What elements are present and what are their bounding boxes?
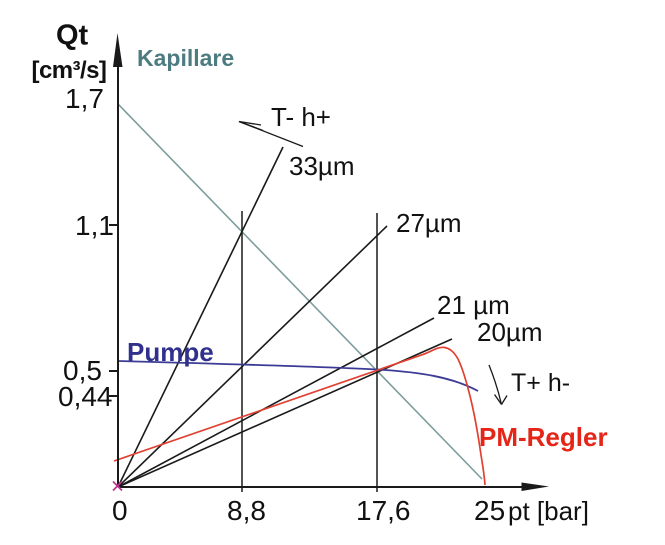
- svg-text:1,7: 1,7: [65, 83, 104, 114]
- svg-text:T+ h-: T+ h-: [511, 369, 570, 397]
- svg-text:0,5: 0,5: [63, 355, 102, 386]
- svg-text:21 µm: 21 µm: [437, 290, 510, 320]
- svg-text:PM-Regler: PM-Regler: [479, 422, 608, 452]
- svg-text:17,6: 17,6: [356, 495, 411, 526]
- svg-text:20µm: 20µm: [477, 317, 543, 347]
- svg-text:Pumpe: Pumpe: [127, 337, 214, 367]
- svg-text:Qt: Qt: [56, 20, 89, 52]
- svg-text:1,1: 1,1: [75, 210, 114, 241]
- svg-text:pt [bar]: pt [bar]: [508, 496, 589, 526]
- svg-text:33µm: 33µm: [289, 151, 355, 181]
- svg-text:0: 0: [112, 495, 128, 526]
- svg-text:T- h+: T- h+: [271, 102, 331, 132]
- svg-text:[cm³/s]: [cm³/s]: [32, 57, 107, 84]
- svg-text:8,8: 8,8: [227, 495, 266, 526]
- svg-text:25: 25: [474, 495, 505, 526]
- svg-text:Kapillare: Kapillare: [137, 45, 234, 71]
- svg-text:27µm: 27µm: [396, 208, 462, 238]
- svg-text:0,44: 0,44: [58, 381, 113, 412]
